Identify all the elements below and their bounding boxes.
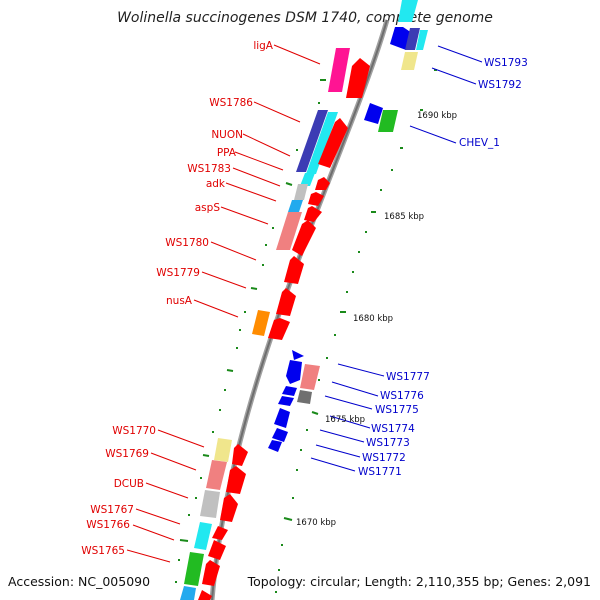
- gene-feature: [212, 526, 228, 540]
- gene-feature: [272, 428, 288, 442]
- gene-label-WS1779[interactable]: WS1779: [156, 267, 200, 279]
- gene-feature: [364, 103, 383, 124]
- gene-label-WS1767[interactable]: WS1767: [90, 504, 134, 516]
- gene-feature: [288, 200, 303, 212]
- gene-label-WS1766[interactable]: WS1766: [86, 519, 130, 531]
- gene-feature: [292, 220, 316, 256]
- gene-feature: [315, 177, 330, 190]
- gene-features: [180, 0, 428, 600]
- scale-ticks: [175, 51, 437, 593]
- gene-feature: [268, 440, 282, 452]
- gene-label-WS1793[interactable]: WS1793: [484, 57, 528, 69]
- gene-label-WS1765[interactable]: WS1765: [81, 545, 125, 557]
- scale-label-1670: 1670 kbp: [296, 518, 336, 528]
- gene-label-WS1776[interactable]: WS1776: [380, 390, 424, 402]
- gene-label-WS1783[interactable]: WS1783: [187, 163, 231, 175]
- gene-feature: [252, 310, 270, 336]
- gene-label-aspS[interactable]: aspS: [195, 202, 221, 214]
- gene-feature: [232, 444, 248, 466]
- gene-feature: [294, 184, 308, 200]
- gene-feature: [200, 490, 220, 518]
- gene-feature: [276, 288, 296, 316]
- gene-feature: [398, 0, 418, 22]
- gene-feature: [286, 360, 302, 384]
- right-labels: WS1793 WS1792 CHEV_1 WS1777 WS1776 WS177…: [358, 57, 528, 478]
- gene-label-NUON[interactable]: NUON: [211, 129, 243, 141]
- gene-feature: [318, 118, 348, 168]
- gene-feature: [296, 110, 328, 172]
- gene-feature: [308, 192, 324, 206]
- gene-feature: [378, 110, 398, 132]
- gene-feature: [194, 522, 212, 550]
- gene-label-CHEV_1[interactable]: CHEV_1: [459, 137, 500, 149]
- gene-label-WS1772[interactable]: WS1772: [362, 452, 406, 464]
- gene-feature: [226, 466, 246, 494]
- gene-label-WS1780[interactable]: WS1780: [165, 237, 209, 249]
- gene-feature: [214, 438, 232, 462]
- gene-label-nusA[interactable]: nusA: [166, 295, 193, 307]
- label-connectors: [126, 44, 483, 563]
- left-labels: ligA WS1786 NUON PPA WS1783 adk aspS WS1…: [81, 40, 274, 557]
- gene-feature: [401, 52, 418, 70]
- gene-feature: [220, 494, 238, 522]
- gene-label-WS1771[interactable]: WS1771: [358, 466, 402, 478]
- gene-feature: [304, 206, 322, 222]
- scale-label-1680: 1680 kbp: [353, 314, 393, 324]
- scale-label-1690: 1690 kbp: [417, 111, 457, 121]
- gene-feature: [274, 408, 290, 428]
- gene-label-WS1777[interactable]: WS1777: [386, 371, 430, 383]
- gene-label-WS1770[interactable]: WS1770: [112, 425, 156, 437]
- gene-feature: [276, 212, 302, 250]
- scale-labels: 1690 kbp 1685 kbp 1680 kbp 1675 kbp 1670…: [296, 111, 457, 528]
- gene-label-WS1792[interactable]: WS1792: [478, 79, 522, 91]
- gene-label-WS1769[interactable]: WS1769: [105, 448, 149, 460]
- scale-label-1675: 1675 kbp: [325, 415, 365, 425]
- gene-label-DCUB[interactable]: DCUB: [114, 478, 144, 490]
- topology-text: Topology: circular; Length: 2,110,355 bp…: [247, 574, 591, 589]
- scale-label-1685: 1685 kbp: [384, 212, 424, 222]
- gene-feature: [208, 540, 226, 560]
- gene-feature: [416, 30, 428, 50]
- gene-feature: [300, 173, 315, 186]
- gene-feature: [282, 386, 297, 396]
- gene-label-ligA[interactable]: ligA: [253, 40, 273, 52]
- gene-label-WS1786[interactable]: WS1786: [209, 97, 253, 109]
- accession-text: Accession: NC_005090: [8, 574, 150, 589]
- gene-feature: [278, 396, 294, 406]
- gene-feature: [184, 552, 204, 586]
- gene-feature: [328, 48, 350, 92]
- gene-label-WS1773[interactable]: WS1773: [366, 437, 410, 449]
- gene-feature: [306, 112, 338, 174]
- gene-feature: [198, 590, 212, 600]
- gene-label-WS1775[interactable]: WS1775: [375, 404, 419, 416]
- gene-feature: [405, 28, 420, 50]
- gene-feature: [284, 256, 304, 284]
- gene-feature: [292, 350, 304, 360]
- gene-feature: [346, 58, 370, 98]
- gene-feature: [180, 586, 196, 600]
- gene-feature: [268, 318, 290, 340]
- gene-feature: [202, 560, 220, 586]
- gene-label-PPA[interactable]: PPA: [217, 147, 237, 159]
- gene-feature: [300, 364, 320, 390]
- map-title: Wolinella succinogenes DSM 1740, complet…: [117, 10, 493, 26]
- gene-label-WS1774[interactable]: WS1774: [371, 423, 415, 435]
- gene-feature: [297, 390, 312, 404]
- gene-feature: [206, 460, 227, 490]
- gene-label-adk[interactable]: adk: [206, 178, 226, 190]
